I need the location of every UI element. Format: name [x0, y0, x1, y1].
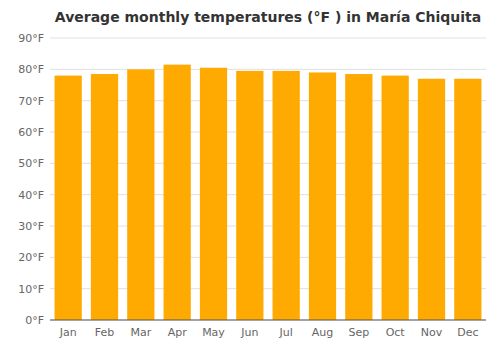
- y-axis: 0°F 10°F 20°F 30°F 40°F 50°F 60°F 70°F 80°F 90°F: [18, 32, 44, 327]
- x-tick-label: Apr: [168, 326, 188, 339]
- y-tick-label: 20°F: [18, 251, 44, 264]
- y-tick-label: 0°F: [25, 314, 44, 327]
- bar: [164, 65, 191, 320]
- x-tick-label: Jan: [59, 326, 77, 339]
- chart: Average monthly temperatures (°F ) in Ma…: [0, 0, 500, 350]
- y-tick-label: 60°F: [18, 126, 44, 139]
- y-tick-label: 90°F: [18, 32, 44, 45]
- bar: [345, 74, 372, 320]
- bar: [55, 76, 82, 320]
- bars: [55, 65, 482, 320]
- y-tick-label: 70°F: [18, 95, 44, 108]
- x-tick-label: Nov: [421, 326, 443, 339]
- x-tick-label: Feb: [95, 326, 114, 339]
- bar: [200, 68, 227, 320]
- y-tick-label: 50°F: [18, 157, 44, 170]
- chart-container: Average monthly temperatures (°F ) in Ma…: [0, 0, 500, 350]
- grid-line: [50, 38, 486, 39]
- bar: [127, 69, 154, 320]
- bar: [454, 79, 481, 320]
- x-tick-label: Dec: [457, 326, 478, 339]
- x-tick-label: Oct: [386, 326, 406, 339]
- bar: [91, 74, 118, 320]
- bar: [382, 76, 409, 320]
- bar: [418, 79, 445, 320]
- title: Average monthly temperatures (°F ) in Ma…: [55, 9, 481, 25]
- x-tick-label: Jul: [279, 326, 293, 339]
- x-tick-label: Sep: [348, 326, 369, 339]
- bar: [273, 71, 300, 320]
- grid: [50, 38, 486, 320]
- x-axis-line: [50, 320, 486, 321]
- x-tick-label: Mar: [130, 326, 151, 339]
- bar: [309, 72, 336, 320]
- y-tick-label: 80°F: [18, 63, 44, 76]
- x-tick-label: Aug: [312, 326, 333, 339]
- grid-line: [50, 69, 486, 70]
- grid-line: [50, 320, 486, 321]
- y-tick-label: 40°F: [18, 189, 44, 202]
- x-axis: Jan Feb Mar Apr May Jun Jul Aug Sep Oct Nov Dec: [59, 326, 479, 339]
- bar: [236, 71, 263, 320]
- x-tick-label: May: [202, 326, 225, 339]
- y-tick-label: 10°F: [18, 283, 44, 296]
- x-tick-label: Jun: [240, 326, 258, 339]
- y-tick-label: 30°F: [18, 220, 44, 233]
